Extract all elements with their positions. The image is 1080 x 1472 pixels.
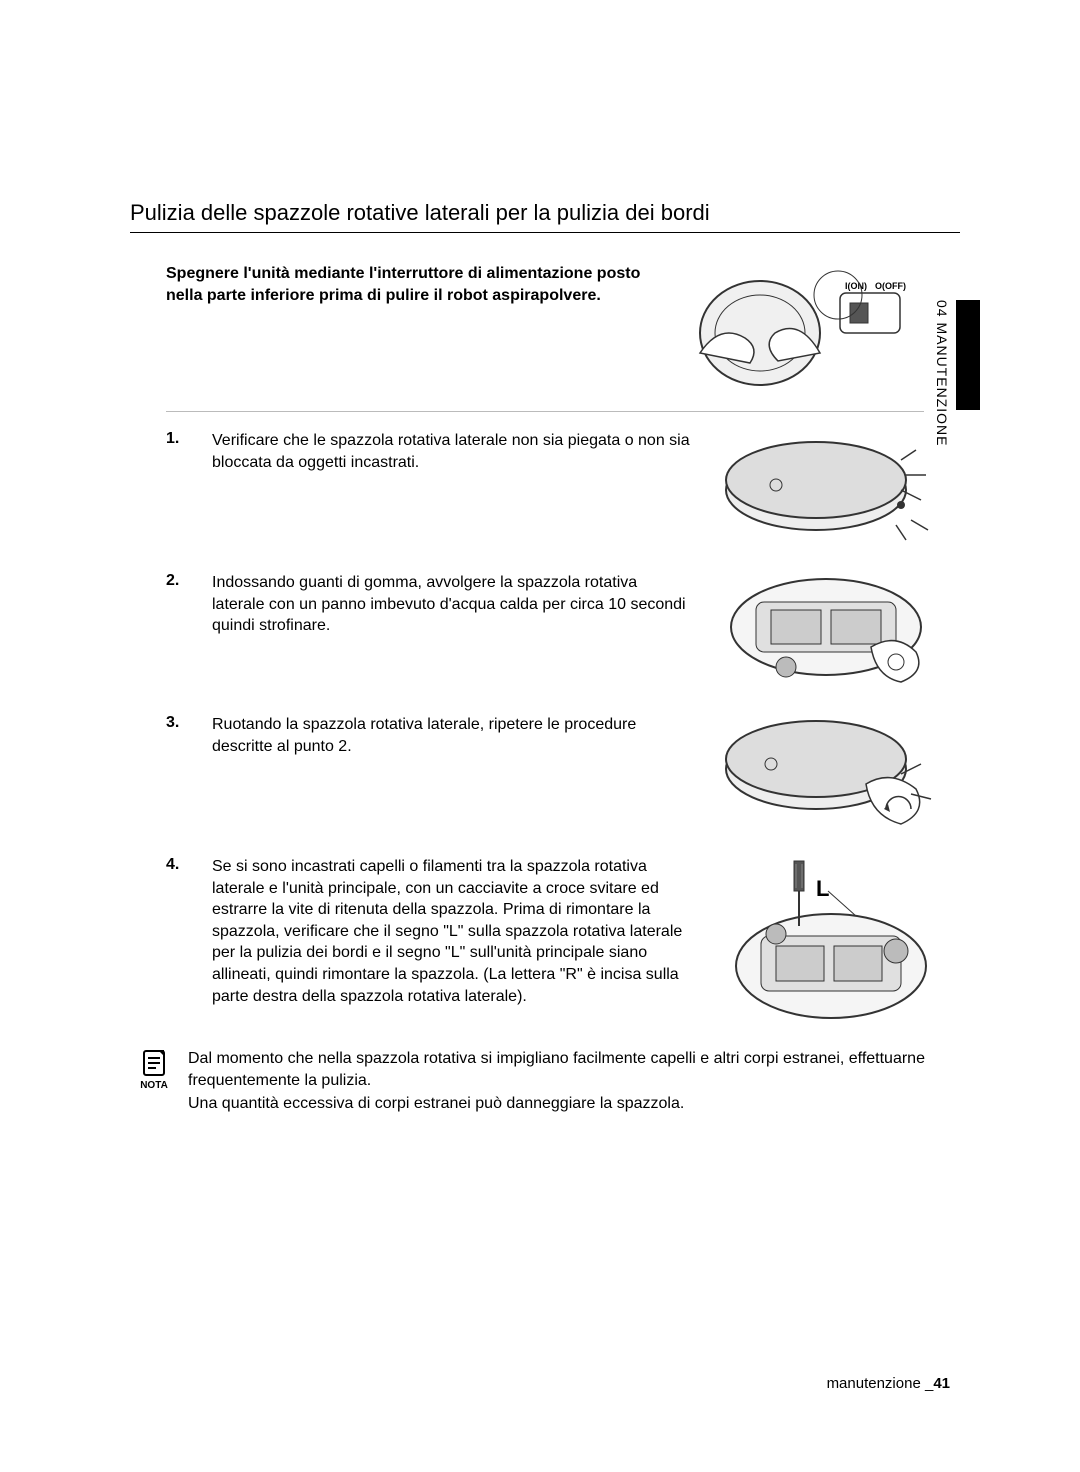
page-footer: manutenzione _41 xyxy=(827,1375,950,1392)
step-text: Se si sono incastrati capelli o filament… xyxy=(212,856,692,1007)
chapter-tab-marker xyxy=(956,300,980,410)
note-text: Dal momento che nella spazzola rotativa … xyxy=(188,1048,960,1115)
step-4: 4. Se si sono incastrati capelli o filam… xyxy=(130,856,960,1026)
intro-text: Spegnere l'unità mediante l'interruttore… xyxy=(166,263,666,306)
document-page: 04 MANUTENZIONE Pulizia delle spazzole r… xyxy=(0,0,1080,1472)
note-block: NOTA Dal momento che nella spazzola rota… xyxy=(130,1048,960,1115)
step-3: 3. Ruotando la spazzola rotativa lateral… xyxy=(130,714,960,834)
footer-section: manutenzione _ xyxy=(827,1375,934,1392)
note-line-1: Dal momento che nella spazzola rotativa … xyxy=(188,1050,925,1089)
step-4-illustration: L xyxy=(716,856,936,1026)
step-text: Verificare che le spazzola rotativa late… xyxy=(212,430,692,473)
intro-block: Spegnere l'unità mediante l'interruttore… xyxy=(130,263,960,393)
step-2-illustration xyxy=(716,572,936,692)
step-text: Indossando guanti di gomma, avvolgere la… xyxy=(212,572,692,637)
switch-on-label: I(ON) xyxy=(845,281,867,291)
step-number: 2. xyxy=(166,572,188,590)
step-2: 2. Indossando guanti di gomma, avvolgere… xyxy=(130,572,960,692)
step-3-illustration xyxy=(716,714,936,834)
chapter-tab: 04 MANUTENZIONE xyxy=(934,300,980,446)
chapter-tab-label: 04 MANUTENZIONE xyxy=(934,300,950,446)
step-1: 1. Verificare che le spazzola rotativa l… xyxy=(130,430,960,550)
step-text: Ruotando la spazzola rotativa laterale, … xyxy=(212,714,692,757)
section-title: Pulizia delle spazzole rotative laterali… xyxy=(130,200,960,233)
note-line-2: Una quantità eccessiva di corpi estranei… xyxy=(188,1095,684,1112)
note-icon: NOTA xyxy=(130,1048,178,1091)
note-label: NOTA xyxy=(140,1080,168,1091)
divider xyxy=(166,411,924,412)
footer-page-number: 41 xyxy=(933,1375,950,1392)
intro-illustration: I(ON) O(OFF) xyxy=(690,263,910,393)
step-number: 4. xyxy=(166,856,188,874)
step-number: 3. xyxy=(166,714,188,732)
step-1-illustration xyxy=(716,430,936,550)
switch-off-label: O(OFF) xyxy=(875,281,906,291)
step-number: 1. xyxy=(166,430,188,448)
l-marker-label: L xyxy=(816,876,829,901)
